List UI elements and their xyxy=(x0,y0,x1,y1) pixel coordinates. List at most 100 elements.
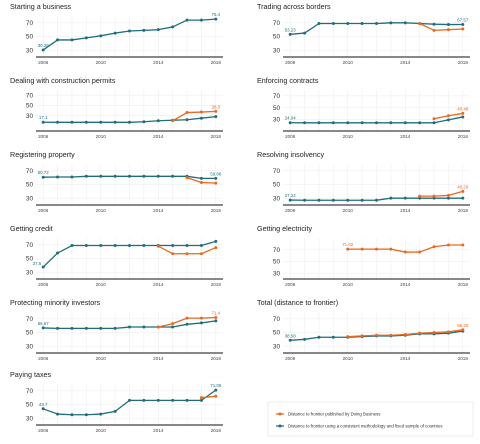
consistent-data-point xyxy=(142,398,146,402)
published-data-point xyxy=(156,244,160,248)
consistent-data-point xyxy=(142,28,146,32)
published-data-point xyxy=(171,119,175,123)
x-tick-label: 2006 xyxy=(38,356,49,361)
published-data-point xyxy=(214,246,218,250)
consistent-data-point xyxy=(317,198,321,202)
consistent-data-point xyxy=(128,174,131,178)
consistent-data-point xyxy=(99,326,103,330)
y-tick-label: 70 xyxy=(26,20,34,27)
consistent-data-point xyxy=(214,319,218,323)
consistent-data-point xyxy=(56,38,60,42)
y-tick-label: 70 xyxy=(273,316,281,323)
panel-10: Paying taxes 30 50 70 2006 2010 2014 2018 43.7 71… xyxy=(8,368,223,438)
published-data-point xyxy=(171,322,175,326)
panel-title: Trading across borders xyxy=(257,2,331,11)
y-tick-label: 70 xyxy=(26,92,34,99)
consistent-data-point xyxy=(99,412,103,416)
published-data-point xyxy=(418,331,422,335)
published-data-point xyxy=(446,193,450,197)
consistent-data-point xyxy=(156,119,160,123)
published-data-point xyxy=(375,333,378,337)
published-data-point xyxy=(199,180,203,184)
y-tick-label: 30 xyxy=(26,343,34,350)
published-data-point xyxy=(432,194,436,198)
y-tick-label: 70 xyxy=(273,20,281,27)
consistent-legend-marker xyxy=(278,424,282,428)
consistent-data-point xyxy=(113,120,117,124)
consistent-data-point xyxy=(288,121,292,125)
published-data-point xyxy=(461,111,465,115)
consistent-data-point xyxy=(70,326,74,330)
published-series-line xyxy=(419,22,463,32)
y-tick-label: 50 xyxy=(26,103,34,110)
published-data-point xyxy=(446,28,450,32)
x-tick-label: 2006 xyxy=(285,60,296,65)
x-tick-label: 2018 xyxy=(458,282,469,287)
x-tick-label: 2014 xyxy=(400,282,411,287)
published-data-point xyxy=(375,247,378,251)
x-tick-label: 2018 xyxy=(211,60,222,65)
consistent-data-point xyxy=(432,22,436,26)
consistent-data-point xyxy=(142,174,146,178)
consistent-data-point xyxy=(346,121,350,125)
x-tick-label: 2010 xyxy=(96,282,107,287)
consistent-data-point xyxy=(113,244,117,248)
consistent-data-point xyxy=(403,196,407,200)
published-data-point xyxy=(461,243,465,247)
x-tick-label: 2018 xyxy=(458,356,469,361)
x-tick-label: 2018 xyxy=(458,60,469,65)
consistent-data-point xyxy=(199,244,203,248)
published-data-point xyxy=(171,252,175,256)
consistent-data-point xyxy=(389,196,393,200)
panel-8: Protecting minority investors 30 50 70 2006 2… xyxy=(8,296,223,366)
consistent-data-point xyxy=(446,118,450,122)
published-data-point xyxy=(185,252,189,256)
consistent-data-point xyxy=(346,198,350,202)
panel-0: Starting a business 30 50 70 2006 2010 2014 201… xyxy=(8,0,223,70)
consistent-data-point xyxy=(84,120,88,124)
consistent-data-point xyxy=(41,326,45,330)
panel-title: Dealing with construction permits xyxy=(10,76,116,85)
consistent-data-point xyxy=(303,31,307,35)
panel-title: Starting a business xyxy=(10,2,72,11)
consistent-data-point xyxy=(70,244,74,248)
y-tick-label: 30 xyxy=(273,270,281,277)
consistent-data-point xyxy=(461,196,465,200)
panel-2: Dealing with construction permits 30 50 70 2… xyxy=(8,74,223,144)
x-tick-label: 2006 xyxy=(38,134,49,139)
consistent-data-point xyxy=(185,398,189,402)
x-tick-label: 2014 xyxy=(153,60,164,65)
value-label: 30.28 xyxy=(38,43,50,48)
consistent-data-point xyxy=(418,196,422,200)
published-legend-marker xyxy=(278,412,282,416)
panel-9: Total (distance to frontier) 30 50 70 2006 20… xyxy=(255,296,470,366)
consistent-data-point xyxy=(156,174,160,178)
published-data-point xyxy=(446,330,450,334)
y-tick-label: 50 xyxy=(26,256,34,263)
panel-title: Registering property xyxy=(10,150,75,159)
consistent-data-point xyxy=(171,244,175,248)
y-tick-label: 50 xyxy=(26,182,34,189)
panel-title: Getting credit xyxy=(10,224,53,233)
x-tick-label: 2010 xyxy=(96,428,107,433)
consistent-data-point xyxy=(41,265,45,269)
published-data-point xyxy=(185,176,189,180)
consistent-data-point xyxy=(461,115,465,119)
consistent-data-point xyxy=(41,48,45,52)
x-tick-label: 2018 xyxy=(458,134,469,139)
value-label: 38.3 xyxy=(212,104,221,109)
x-tick-label: 2014 xyxy=(153,356,164,361)
published-data-point xyxy=(199,252,203,256)
value-label: 56.67 xyxy=(38,321,50,326)
y-tick-label: 70 xyxy=(273,93,281,100)
consistent-data-point xyxy=(360,22,364,26)
consistent-data-point xyxy=(128,325,131,329)
published-data-point xyxy=(446,243,450,247)
y-tick-label: 30 xyxy=(273,116,281,123)
consistent-data-point xyxy=(199,116,203,120)
x-tick-label: 2010 xyxy=(343,208,354,213)
published-data-point xyxy=(432,245,436,249)
published-series-line xyxy=(201,395,216,399)
y-tick-label: 50 xyxy=(273,105,281,112)
panel-title: Enforcing contracts xyxy=(257,76,319,85)
